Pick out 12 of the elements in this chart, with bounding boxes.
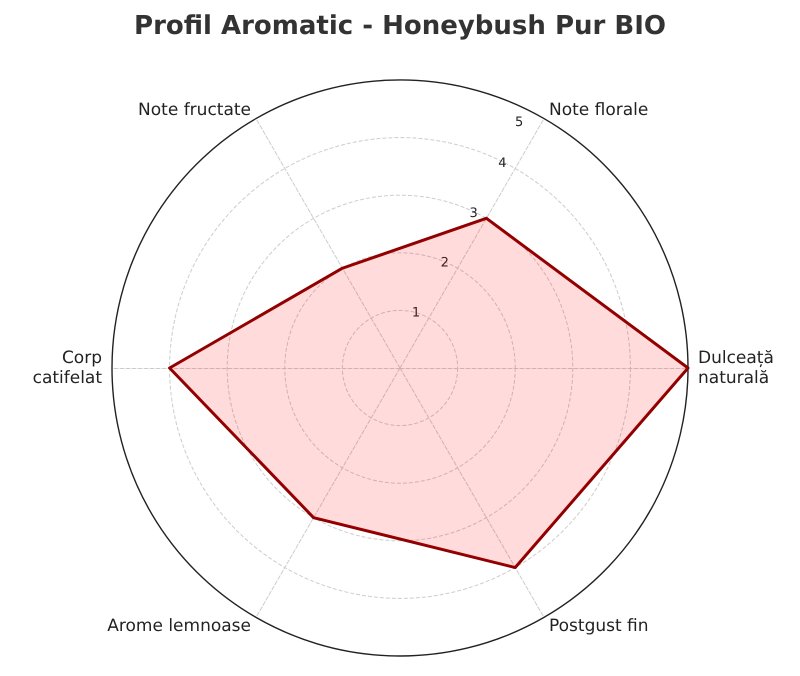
chart-title: Profil Aromatic - Honeybush Pur BIO [134,11,666,41]
y-tick-label: 2 [440,256,449,271]
y-tick-label: 4 [498,156,507,171]
spoke-label: Corp catifelat [32,348,102,388]
spoke-label: Arome lemnoase [107,616,251,636]
y-tick-label: 3 [469,206,478,221]
y-tick-label: 1 [412,306,420,321]
spoke-label: Note fructate [138,100,251,120]
spoke-label: Note florale [549,100,648,120]
spoke-label: Postgust fin [549,616,649,636]
y-tick-label: 5 [515,115,524,130]
spoke-label: Dulceață naturală [698,348,774,388]
